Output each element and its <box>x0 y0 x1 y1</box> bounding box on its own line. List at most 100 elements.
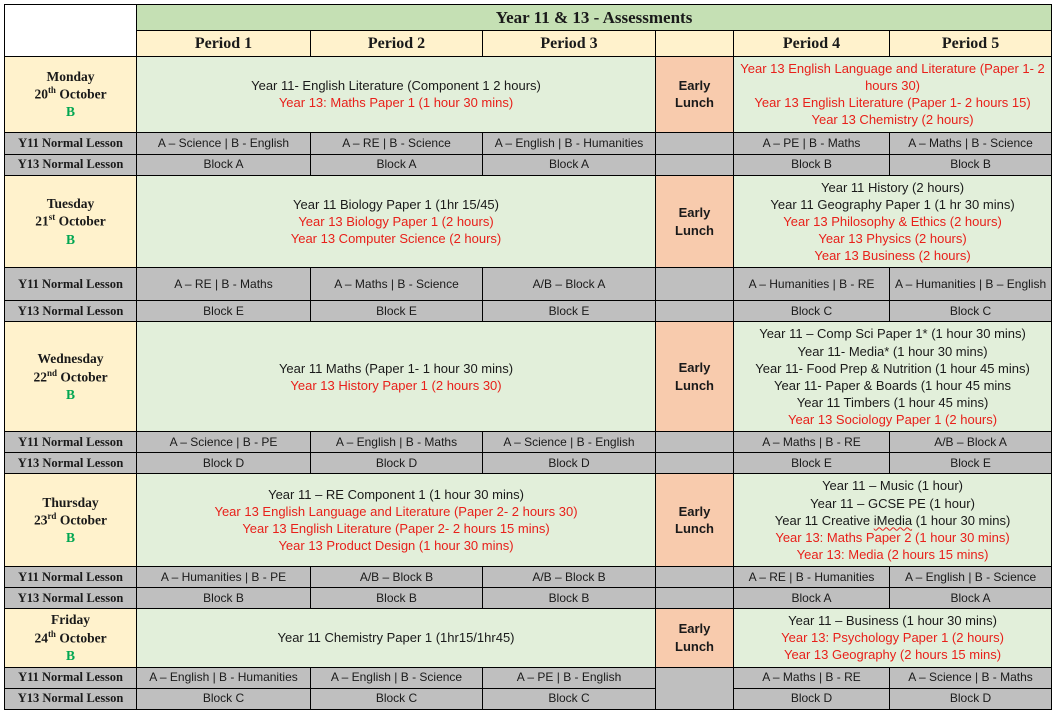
y13-block-cell: Block D <box>888 687 1053 710</box>
timetable-container: Year 11 & 13 - Assessments Period 1 Peri… <box>4 4 1053 710</box>
early-lunch-cell: Early Lunch <box>655 321 734 433</box>
exam-line: Year 11 Geography Paper 1 (1 hr 30 mins) <box>770 196 1015 212</box>
lunch-gap-cell <box>655 131 734 155</box>
y13-block-cell: Block A <box>310 153 483 176</box>
y11-lesson-cell: A – Maths | B - RE <box>733 666 890 689</box>
y11-lesson-cell: A – English | B - Science <box>310 666 483 689</box>
day-cell-monday: Monday 20th October B <box>4 56 137 133</box>
friday-exams-periods-4-5: Year 11 – Business (1 hour 30 mins) Year … <box>732 608 1053 668</box>
thursday-assessment-row: Thursday 23rd October B Year 11 – RE Com… <box>4 473 1053 568</box>
y11-lesson-cell: A – Humanities | B – English <box>888 267 1053 302</box>
week-letter: B <box>65 104 75 120</box>
y11-lesson-cell: A – RE | B - Maths <box>136 267 311 302</box>
period-1-header: Period 1 <box>136 30 311 57</box>
exam-line: Year 13 English Language and Literature … <box>740 61 1045 94</box>
y11-lesson-cell: A – Humanities | B - RE <box>733 267 890 302</box>
y11-lesson-cell: A – RE | B - Science <box>310 131 483 155</box>
exam-line: Year 13 Physics (2 hours) <box>818 231 967 247</box>
lunch-gap-cell <box>655 267 734 302</box>
week-letter: B <box>65 231 75 247</box>
y13-block-cell: Block B <box>733 153 890 176</box>
lunch-gap-cell-merged <box>655 666 734 710</box>
period-2-header: Period 2 <box>310 30 483 57</box>
table-title: Year 11 & 13 - Assessments <box>135 4 1053 31</box>
tuesday-assessment-row: Tuesday 21st October B Year 11 Biology P… <box>4 174 1053 269</box>
y13-block-cell: Block B <box>888 153 1053 176</box>
y11-lesson-cell: A – English | B - Humanities <box>482 131 656 155</box>
y13-block-cell: Block C <box>310 687 483 710</box>
day-name: Thursday <box>42 494 99 510</box>
exam-line: Year 11 Chemistry Paper 1 (1hr15/1hr45) <box>277 630 515 646</box>
y11-lesson-cell: A – Science | B - English <box>136 131 311 155</box>
y13-block-cell: Block E <box>888 452 1053 475</box>
y11-lesson-cell: A – Maths | B - Science <box>310 267 483 302</box>
friday-exams-periods-1-3: Year 11 Chemistry Paper 1 (1hr15/1hr45) <box>136 608 656 668</box>
tuesday-exams-periods-4-5: Year 11 History (2 hours) Year 11 Geograp… <box>732 174 1053 269</box>
day-name: Monday <box>46 68 95 84</box>
corner-cell <box>4 4 137 57</box>
early-lunch-cell: Early Lunch <box>655 174 734 269</box>
exam-line: Year 13 Business (2 hours) <box>814 248 971 264</box>
day-date: 22nd October <box>33 367 108 385</box>
y13-block-cell: Block A <box>888 587 1053 610</box>
day-name: Tuesday <box>46 195 95 211</box>
y13-block-cell: Block D <box>136 452 311 475</box>
exam-line: Year 13 Product Design (1 hour 30 mins) <box>278 538 514 554</box>
exam-line: Year 11 Timbers (1 hour 45 mins) <box>796 395 989 411</box>
monday-assessment-row: Monday 20th October B Year 11- English L… <box>4 56 1053 133</box>
y13-block-cell: Block D <box>733 687 890 710</box>
y11-lesson-cell: A – Science | B - PE <box>136 431 311 454</box>
wednesday-exams-periods-4-5: Year 11 – Comp Sci Paper 1* (1 hour 30 m… <box>732 321 1053 433</box>
y13-row-label: Y13 Normal Lesson <box>4 587 137 610</box>
wednesday-y11-row: Y11 Normal Lesson A – Science | B - PE A… <box>4 431 1053 454</box>
y11-row-label: Y11 Normal Lesson <box>4 431 137 454</box>
exam-line: Year 11- Media* (1 hour 30 mins) <box>797 343 988 359</box>
y13-block-cell: Block E <box>310 300 483 323</box>
y13-row-label: Y13 Normal Lesson <box>4 153 137 176</box>
exam-line: Year 11 – RE Component 1 (1 hour 30 mins… <box>268 486 524 502</box>
y11-lesson-cell: A – English | B - Science <box>888 566 1053 589</box>
tuesday-y13-row: Y13 Normal Lesson Block E Block E Block … <box>4 300 1053 323</box>
y11-row-label: Y11 Normal Lesson <box>4 267 137 302</box>
exam-line: Year 11 History (2 hours) <box>821 179 965 195</box>
lunch-column-header <box>655 30 734 57</box>
exam-line: Year 13 History Paper 1 (2 hours 30) <box>290 377 502 393</box>
y13-block-cell: Block C <box>888 300 1053 323</box>
exam-line: Year 11 – Business (1 hour 30 mins) <box>788 613 997 629</box>
early-lunch-cell: Early Lunch <box>655 473 734 568</box>
y11-lesson-cell: A/B – Block A <box>888 431 1053 454</box>
y11-lesson-cell: A – PE | B - English <box>482 666 656 689</box>
thursday-exams-periods-1-3: Year 11 – RE Component 1 (1 hour 30 mins… <box>136 473 656 568</box>
y11-lesson-cell: A – Science | B - Maths <box>888 666 1053 689</box>
lunch-gap-cell <box>655 587 734 610</box>
y11-lesson-cell: A – PE | B - Maths <box>733 131 890 155</box>
exam-line: Year 13: Psychology Paper 1 (2 hours) <box>781 630 1004 646</box>
early-lunch-cell: Early Lunch <box>655 56 734 133</box>
day-date: 20th October <box>34 85 107 102</box>
exam-line: Year 13 English Literature (Paper 1- 2 h… <box>754 95 1031 111</box>
day-cell-friday: Friday 24th October B <box>4 608 137 668</box>
y13-block-cell: Block E <box>136 300 311 323</box>
exam-line: Year 13: Maths Paper 2 (1 hour 30 mins) <box>775 529 1010 545</box>
friday-assessment-row: Friday 24th October B Year 11 Chemistry … <box>4 608 1053 668</box>
day-name: Wednesday <box>37 351 104 367</box>
y11-row-label: Y11 Normal Lesson <box>4 566 137 589</box>
thursday-y13-row: Y13 Normal Lesson Block B Block B Block … <box>4 587 1053 610</box>
week-letter: B <box>65 530 75 546</box>
y13-row-label: Y13 Normal Lesson <box>4 300 137 323</box>
exam-line: Year 11- Paper & Boards (1 hour 45 mins <box>774 377 1012 393</box>
exam-line: Year 13 English Literature (Paper 2- 2 h… <box>242 521 550 537</box>
monday-exams-periods-4-5: Year 13 English Language and Literature … <box>732 56 1053 133</box>
lunch-gap-cell <box>655 452 734 475</box>
period-4-header: Period 4 <box>733 30 890 57</box>
exam-line: Year 11 – Music (1 hour) <box>822 478 963 494</box>
exam-line: Year 13 Computer Science (2 hours) <box>290 231 502 247</box>
wednesday-exams-periods-1-3: Year 11 Maths (Paper 1- 1 hour 30 mins) Y… <box>136 321 656 433</box>
y13-block-cell: Block C <box>136 687 311 710</box>
lunch-gap-cell <box>655 300 734 323</box>
exam-line: Year 11- Food Prep & Nutrition (1 hour 4… <box>755 360 1030 376</box>
day-cell-wednesday: Wednesday 22nd October B <box>4 321 137 433</box>
y13-block-cell: Block A <box>733 587 890 610</box>
y13-block-cell: Block E <box>482 300 656 323</box>
day-date: 24th October <box>34 628 107 646</box>
